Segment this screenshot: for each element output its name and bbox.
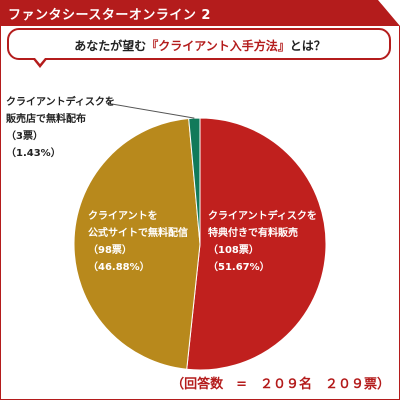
slice-3-count: （3票） xyxy=(6,131,43,142)
pie-slice-2 xyxy=(73,117,201,370)
slice-2-percent: （46.88%） xyxy=(88,262,150,273)
question-text: あなたが望む『クライアント入手方法』とは？ xyxy=(0,37,400,54)
slice-2-count: （98票） xyxy=(88,245,132,256)
slice-1-line-2: 特典付きで有料販売 xyxy=(208,228,298,239)
slice-label-2: クライアントを 公式サイトで無料配信 （98票） （46.88%） xyxy=(88,208,188,276)
left-border xyxy=(0,26,1,400)
slice-label-1: クライアントディスクを 特典付きで有料販売 （108票） （51.67%） xyxy=(208,208,317,276)
question-prefix: あなたが望む xyxy=(74,39,147,53)
page-title: ファンタシースターオンライン 2 xyxy=(8,8,211,23)
slice-1-percent: （51.67%） xyxy=(208,262,270,273)
slice-2-line-1: クライアントを xyxy=(88,211,158,222)
slice-3-percent: （1.43%） xyxy=(6,148,61,159)
question-bubble xyxy=(7,28,391,60)
question-highlight: 『クライアント入手方法』 xyxy=(146,39,290,53)
pie-slices xyxy=(73,117,327,371)
total-votes-label: （回答数 = ２０９名 ２０９票） xyxy=(171,377,390,392)
slice-3-line-2: 販売店で無料配布 xyxy=(6,114,86,125)
slice-1-count: （108票） xyxy=(208,245,259,256)
slice-1-line-1: クライアントディスクを xyxy=(208,211,317,222)
leader-line xyxy=(105,102,195,119)
title-bar-notch xyxy=(378,0,400,26)
slice-2-line-2: 公式サイトで無料配信 xyxy=(88,228,188,239)
slice-3-line-1: クライアントディスクを xyxy=(6,97,115,108)
title-bar: ファンタシースターオンライン 2 xyxy=(0,0,400,26)
pie-slice-1 xyxy=(186,117,327,371)
bubble-tail-inner xyxy=(35,58,45,64)
question-suffix: とは？ xyxy=(289,39,326,53)
slice-label-3: クライアントディスクを 販売店で無料配布 （3票） （1.43%） xyxy=(6,94,115,162)
